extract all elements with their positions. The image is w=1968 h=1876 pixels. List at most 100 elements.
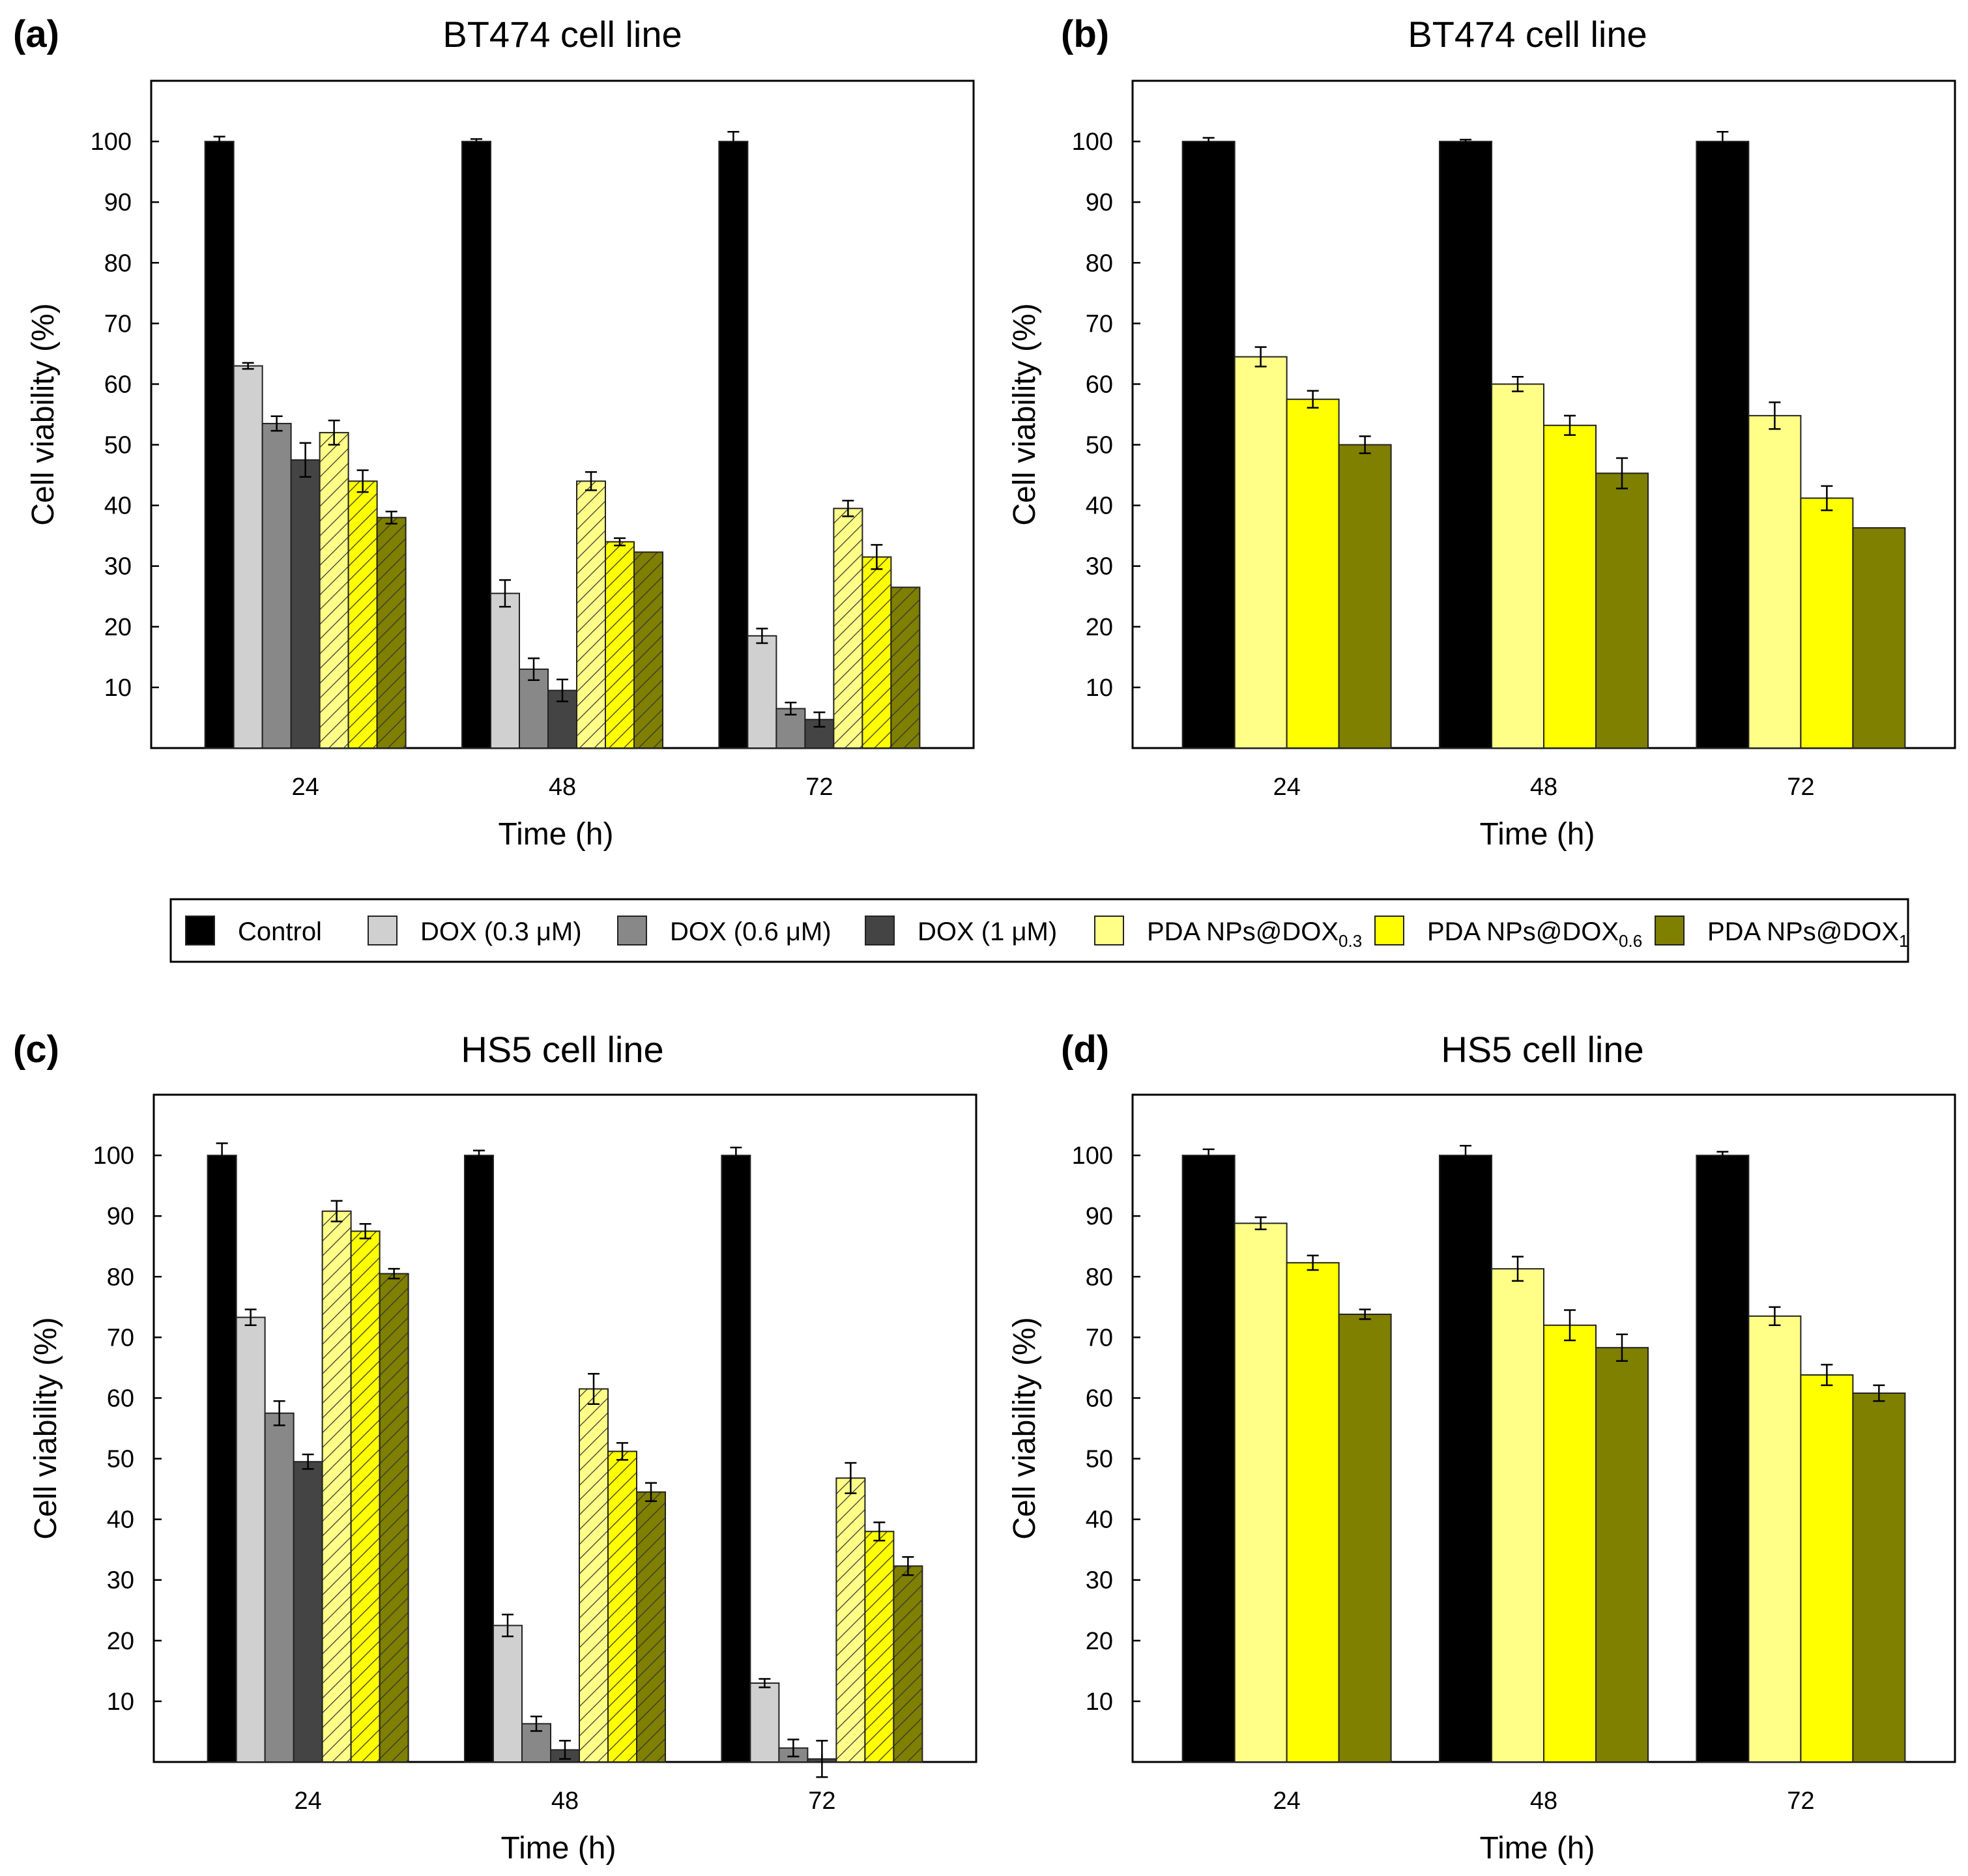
x-tick-label: 24: [291, 773, 319, 801]
y-tick-label: 80: [1086, 250, 1113, 277]
bar-pda_0_6-48: [607, 1450, 637, 1763]
x-tick-label: 48: [549, 773, 576, 801]
bar-pda_1-48: [633, 551, 663, 749]
x-tick-label: 24: [1273, 773, 1300, 801]
y-tick-label: 10: [107, 1688, 134, 1716]
legend-box: [169, 898, 1909, 963]
x-axis-label: Time (h): [1480, 1831, 1595, 1866]
chart-title: BT474 cell line: [442, 14, 682, 55]
bar-control-72: [721, 1155, 751, 1763]
bar-pda_1-24: [379, 1273, 409, 1763]
y-tick-label: 10: [1086, 674, 1113, 702]
legend-subscript: 0.6: [1619, 931, 1642, 951]
y-tick-label: 30: [104, 553, 132, 581]
chart-panel-b: (b) BT474 cell line 10 20 30 40 50 60 70 80 90 100 C…: [1007, 13, 1956, 852]
bar-pda_0_6-48: [605, 541, 635, 749]
bar-pda_0_3-24: [1234, 1222, 1288, 1763]
bar-pda_0_3-48: [1491, 383, 1544, 749]
bar-pda_0_3-72: [1748, 414, 1802, 749]
bar-pda_0_6-72: [861, 556, 892, 749]
bar-dox_0_3-24: [233, 365, 263, 749]
bar-dox_0_3-72: [747, 635, 777, 749]
legend-swatch: [1374, 916, 1404, 945]
x-tick-label: 24: [1273, 1787, 1300, 1815]
panel-letter: (b): [1061, 13, 1109, 55]
bar-dox_0_6-24: [264, 1412, 295, 1763]
y-tick-label: 70: [1086, 310, 1113, 338]
y-tick-label: 60: [107, 1385, 134, 1412]
bar-control-24: [1181, 141, 1236, 749]
chart-title: HS5 cell line: [461, 1029, 663, 1070]
bar-pda_0_6-72: [1800, 497, 1854, 749]
x-axis-label: Time (h): [499, 817, 614, 852]
y-tick-label: 70: [1086, 1324, 1113, 1351]
y-tick-label: 40: [104, 493, 132, 520]
y-tick-label: 100: [93, 1142, 134, 1170]
bar-pda_1-72: [1852, 1393, 1906, 1763]
panel-letter: (d): [1061, 1028, 1109, 1071]
x-tick-label: 48: [1530, 773, 1557, 801]
legend-label: DOX (0.3 μM): [420, 917, 582, 946]
legend-label: PDA NPs@DOX0.6: [1427, 917, 1642, 951]
legend-label: DOX (1 μM): [918, 917, 1057, 946]
charts-group: (a) BT474 cell line 10 20 30 40 50 60 70 80 90 100 C…: [13, 13, 1956, 1866]
x-tick-label: 24: [294, 1787, 321, 1815]
legend-item-dox_0_3: DOX (0.3 μM): [368, 916, 582, 946]
bar-pda_1-72: [1852, 527, 1906, 749]
bar-dox_1-24: [293, 1461, 323, 1763]
panel-letter: (c): [13, 1028, 59, 1071]
legend-item-pda_0_6: PDA NPs@DOX0.6: [1374, 916, 1642, 951]
y-tick-label: 50: [1086, 432, 1113, 459]
x-tick-label: 72: [808, 1787, 835, 1815]
bar-pda_0_6-72: [864, 1531, 895, 1763]
y-axis-label: Cell viability (%): [29, 1317, 63, 1539]
bar-pda_1-48: [1595, 1347, 1649, 1763]
legend-item-dox_0_6: DOX (0.6 μM): [617, 916, 832, 946]
bar-control-24: [207, 1155, 237, 1763]
y-tick-label: 60: [1086, 371, 1113, 398]
y-tick-label: 90: [107, 1203, 134, 1230]
bar-dox_0_3-48: [493, 1624, 523, 1763]
x-axis-label: Time (h): [501, 1831, 616, 1866]
bar-pda_0_6-24: [347, 480, 378, 749]
y-tick-label: 20: [107, 1628, 134, 1655]
y-tick-label: 80: [107, 1263, 134, 1291]
legend-subscript: 0.3: [1339, 931, 1362, 951]
bar-control-72: [718, 141, 749, 749]
y-tick-label: 100: [1072, 1142, 1113, 1170]
x-tick-label: 48: [551, 1787, 579, 1815]
y-tick-label: 40: [107, 1507, 134, 1534]
bar-pda_1-24: [1338, 444, 1392, 749]
legend-item-control: Control: [185, 916, 322, 946]
y-tick-label: 30: [1086, 1567, 1113, 1595]
legend: Control DOX (0.3 μM) DOX (0.6 μM) DOX (1 μM…: [169, 898, 1909, 963]
bar-control-48: [464, 1155, 494, 1763]
bar-dox_0_3-72: [749, 1682, 780, 1763]
y-tick-label: 50: [1086, 1446, 1113, 1473]
legend-label: PDA NPs@DOX0.3: [1147, 917, 1362, 951]
legend-item-pda_0_3: PDA NPs@DOX0.3: [1094, 916, 1362, 951]
bar-dox_0_6-24: [261, 422, 292, 749]
y-axis-label: Cell viability (%): [26, 303, 61, 525]
bar-control-72: [1696, 1155, 1750, 1763]
x-tick-label: 72: [1787, 1787, 1814, 1815]
bar-pda_0_6-72: [1800, 1374, 1854, 1763]
y-tick-label: 70: [104, 310, 132, 338]
bar-pda_0_6-24: [1286, 1262, 1340, 1763]
y-tick-label: 100: [91, 128, 132, 156]
bar-control-48: [461, 141, 491, 749]
legend-swatch: [865, 916, 895, 945]
bar-dox_0_6-48: [519, 668, 549, 749]
legend-swatch: [1655, 916, 1685, 945]
legend-item-dox_1: DOX (1 μM): [865, 916, 1057, 946]
bar-pda_1-72: [893, 1565, 923, 1763]
bar-pda_0_3-72: [1748, 1315, 1802, 1763]
y-tick-label: 50: [107, 1446, 134, 1473]
panel-letter: (a): [13, 13, 59, 55]
legend-subscript: 1: [1899, 931, 1908, 951]
y-tick-label: 100: [1072, 128, 1113, 156]
chart-panel-a: (a) BT474 cell line 10 20 30 40 50 60 70 80 90 100 C…: [13, 13, 975, 852]
bar-pda_1-72: [890, 586, 921, 749]
y-tick-label: 80: [104, 250, 132, 277]
y-tick-label: 60: [1086, 1385, 1113, 1412]
